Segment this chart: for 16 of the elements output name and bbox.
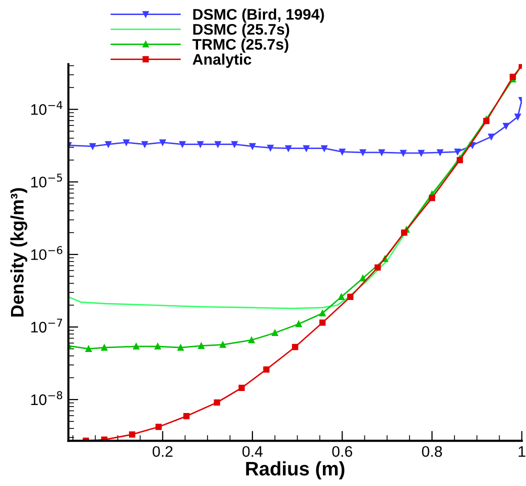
legend-label: TRMC (25.7s) (192, 38, 288, 53)
x-axis-title: Radius (m) (246, 461, 344, 480)
y-axis-title: Density (kg/m³) (10, 188, 28, 316)
y-tick-label: 10$^{−8}$ (31, 391, 62, 406)
x-tick-label: 1 (518, 446, 526, 457)
x-tick-label: 0.2 (152, 446, 173, 457)
x-tick-label: 0.6 (332, 446, 352, 457)
y-tick-label: 10$^{−7}$ (31, 318, 62, 333)
y-tick-label: 10$^{−5}$ (31, 174, 62, 188)
y-tick-label: 10$^{−4}$ (31, 101, 62, 115)
legend-label: DSMC (25.7s) (193, 24, 290, 38)
legend-label: Analytic (192, 54, 252, 68)
legend-label: DSMC (Bird, 1994) (193, 8, 324, 23)
y-tick-label: 10$^{−6}$ (31, 246, 62, 260)
x-tick-label: 0.8 (422, 446, 442, 457)
x-tick-label: 0.4 (242, 446, 263, 457)
